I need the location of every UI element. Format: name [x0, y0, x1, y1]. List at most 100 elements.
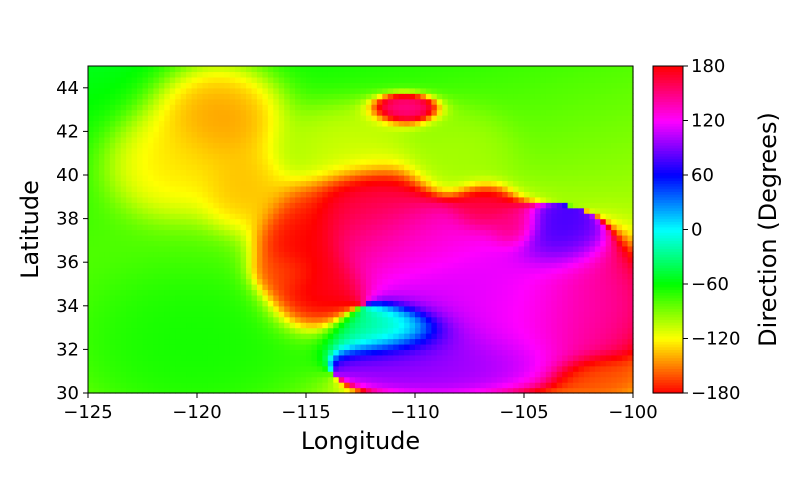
- heatmap-cell: [425, 333, 432, 340]
- heatmap-cell: [207, 240, 214, 247]
- heatmap-cell: [415, 234, 422, 241]
- heatmap-cell: [235, 278, 242, 285]
- heatmap-cell: [594, 202, 601, 209]
- heatmap-cell: [213, 333, 220, 340]
- heatmap-cell: [404, 338, 411, 345]
- heatmap-cell: [360, 382, 367, 389]
- heatmap-cell: [480, 251, 487, 258]
- heatmap-cell: [251, 169, 258, 176]
- heatmap-cell: [93, 136, 100, 143]
- heatmap-cell: [594, 142, 601, 149]
- heatmap-cell: [589, 180, 596, 187]
- heatmap-cell: [229, 262, 236, 269]
- heatmap-cell: [518, 294, 525, 301]
- heatmap-cell: [207, 333, 214, 340]
- heatmap-cell: [137, 376, 144, 383]
- heatmap-cell: [164, 267, 171, 274]
- heatmap-cell: [295, 365, 302, 372]
- heatmap-cell: [207, 213, 214, 220]
- heatmap-cell: [235, 360, 242, 367]
- heatmap-cell: [485, 333, 492, 340]
- heatmap-cell: [202, 131, 209, 138]
- heatmap-cell: [540, 333, 547, 340]
- heatmap-cell: [278, 120, 285, 127]
- heatmap-cell: [605, 125, 612, 132]
- heatmap-cell: [376, 153, 383, 160]
- heatmap-cell: [458, 147, 465, 154]
- heatmap-cell: [480, 338, 487, 345]
- heatmap-cell: [583, 229, 590, 236]
- heatmap-cell: [251, 191, 258, 198]
- heatmap-cell: [447, 136, 454, 143]
- heatmap-cell: [344, 131, 351, 138]
- heatmap-cell: [573, 354, 580, 361]
- heatmap-cell: [109, 365, 116, 372]
- heatmap-cell: [376, 284, 383, 291]
- heatmap-cell: [524, 360, 531, 367]
- heatmap-cell: [349, 256, 356, 263]
- heatmap-cell: [175, 164, 182, 171]
- heatmap-cell: [502, 371, 509, 378]
- heatmap-cell: [376, 294, 383, 301]
- heatmap-cell: [153, 289, 160, 296]
- heatmap-cell: [551, 245, 558, 252]
- heatmap-cell: [164, 136, 171, 143]
- heatmap-cell: [627, 213, 634, 220]
- heatmap-cell: [464, 278, 471, 285]
- heatmap-cell: [131, 387, 138, 394]
- heatmap-cell: [344, 120, 351, 127]
- heatmap-cell: [360, 322, 367, 329]
- heatmap-cell: [115, 213, 122, 220]
- heatmap-cell: [180, 256, 187, 263]
- heatmap-cell: [322, 300, 329, 307]
- heatmap-cell: [175, 354, 182, 361]
- heatmap-cell: [382, 278, 389, 285]
- heatmap-cell: [464, 322, 471, 329]
- heatmap-cell: [147, 278, 154, 285]
- heatmap-cell: [93, 240, 100, 247]
- heatmap-cell: [529, 354, 536, 361]
- heatmap-cell: [485, 147, 492, 154]
- heatmap-cell: [415, 169, 422, 176]
- heatmap-cell: [622, 343, 629, 350]
- heatmap-cell: [169, 273, 176, 280]
- heatmap-cell: [420, 147, 427, 154]
- heatmap-cell: [251, 120, 258, 127]
- heatmap-cell: [409, 185, 416, 192]
- heatmap-cell: [491, 354, 498, 361]
- heatmap-cell: [376, 131, 383, 138]
- heatmap-cell: [524, 245, 531, 252]
- heatmap-cell: [387, 251, 394, 258]
- heatmap-cell: [284, 251, 291, 258]
- heatmap-cell: [295, 343, 302, 350]
- heatmap-cell: [529, 305, 536, 312]
- heatmap-cell: [583, 311, 590, 318]
- heatmap-cell: [545, 387, 552, 394]
- heatmap-cell: [496, 311, 503, 318]
- heatmap-cell: [104, 142, 111, 149]
- heatmap-cell: [109, 262, 116, 269]
- heatmap-cell: [349, 175, 356, 182]
- heatmap-cell: [207, 158, 214, 165]
- heatmap-cell: [442, 202, 449, 209]
- heatmap-cell: [382, 234, 389, 241]
- heatmap-cell: [420, 218, 427, 225]
- heatmap-cell: [627, 175, 634, 182]
- heatmap-cell: [442, 218, 449, 225]
- heatmap-cell: [545, 229, 552, 236]
- heatmap-cell: [627, 202, 634, 209]
- heatmap-cell: [371, 360, 378, 367]
- heatmap-cell: [120, 180, 127, 187]
- heatmap-cell: [474, 273, 481, 280]
- heatmap-cell: [616, 322, 623, 329]
- heatmap-cell: [474, 365, 481, 372]
- heatmap-cell: [480, 382, 487, 389]
- heatmap-cell: [507, 382, 514, 389]
- heatmap-cell: [256, 196, 263, 203]
- heatmap-cell: [120, 322, 127, 329]
- heatmap-cell: [251, 164, 258, 171]
- heatmap-cell: [311, 153, 318, 160]
- heatmap-cell: [442, 327, 449, 334]
- heatmap-cell: [120, 365, 127, 372]
- heatmap-cell: [518, 147, 525, 154]
